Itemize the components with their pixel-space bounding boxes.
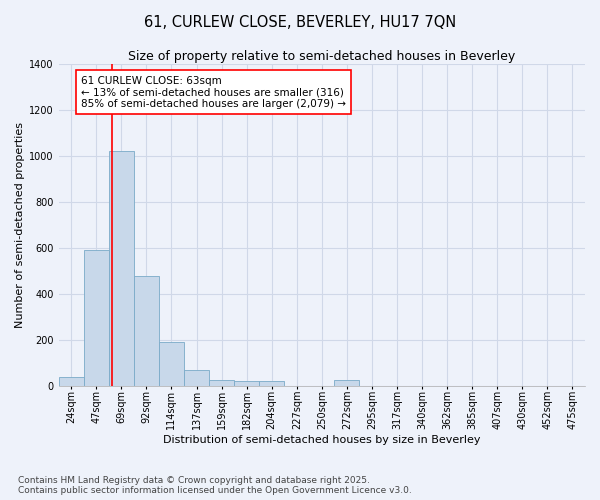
Bar — [184, 370, 209, 386]
Bar — [159, 342, 184, 386]
Bar — [334, 380, 359, 386]
Bar — [234, 381, 259, 386]
Y-axis label: Number of semi-detached properties: Number of semi-detached properties — [15, 122, 25, 328]
Bar — [209, 380, 234, 386]
Bar — [84, 250, 109, 386]
Bar — [259, 381, 284, 386]
Bar — [59, 376, 84, 386]
Text: Contains HM Land Registry data © Crown copyright and database right 2025.
Contai: Contains HM Land Registry data © Crown c… — [18, 476, 412, 495]
Title: Size of property relative to semi-detached houses in Beverley: Size of property relative to semi-detach… — [128, 50, 515, 63]
Bar — [134, 276, 159, 386]
Bar — [109, 152, 134, 386]
Text: 61, CURLEW CLOSE, BEVERLEY, HU17 7QN: 61, CURLEW CLOSE, BEVERLEY, HU17 7QN — [144, 15, 456, 30]
X-axis label: Distribution of semi-detached houses by size in Beverley: Distribution of semi-detached houses by … — [163, 435, 481, 445]
Text: 61 CURLEW CLOSE: 63sqm
← 13% of semi-detached houses are smaller (316)
85% of se: 61 CURLEW CLOSE: 63sqm ← 13% of semi-det… — [81, 76, 346, 109]
